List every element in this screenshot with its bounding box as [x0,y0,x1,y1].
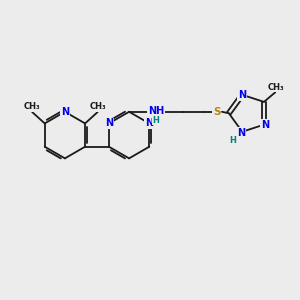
Text: N: N [237,128,245,138]
Text: N: N [145,118,153,128]
Text: S: S [213,107,220,117]
Text: CH₃: CH₃ [23,102,40,111]
Text: N: N [261,120,269,130]
Text: H: H [152,116,159,124]
Text: N: N [238,90,246,100]
Text: N: N [61,107,69,117]
Text: N: N [105,118,113,128]
Text: NH: NH [148,106,164,116]
Text: CH₃: CH₃ [90,102,106,111]
Text: H: H [229,136,236,145]
Text: CH₃: CH₃ [268,83,284,92]
